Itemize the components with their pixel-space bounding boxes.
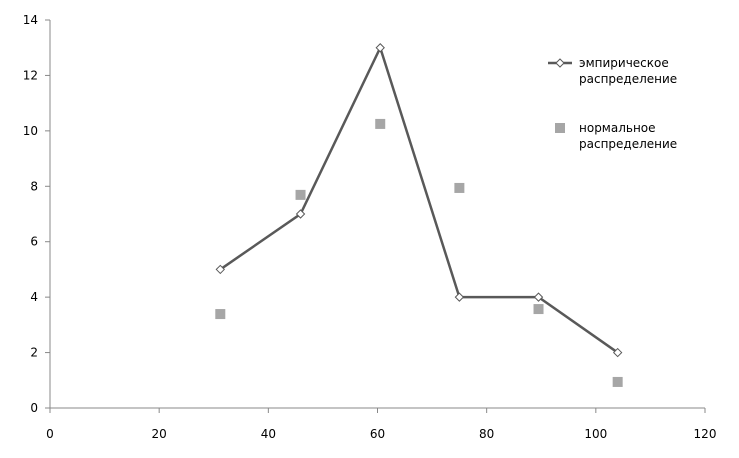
- diamond-marker: [533, 292, 544, 302]
- legend-label: нормальное распределение: [579, 121, 678, 151]
- diamond-marker: [454, 292, 465, 302]
- y-tick-label: 12: [23, 68, 38, 82]
- x-tick-label: 60: [370, 427, 385, 441]
- x-tick-label: 100: [584, 427, 607, 441]
- x-tick-label: 20: [152, 427, 167, 441]
- diamond-marker: [295, 209, 306, 219]
- square-marker: [454, 182, 465, 193]
- legend-label: эмпирическое распределение: [579, 56, 678, 86]
- square-marker: [375, 118, 386, 129]
- y-tick-label: 4: [30, 290, 38, 304]
- diamond-marker: [612, 347, 623, 358]
- y-tick-label: 0: [30, 401, 38, 415]
- legend-marker: [555, 123, 565, 133]
- square-marker: [612, 376, 623, 387]
- y-tick-label: 8: [30, 179, 38, 193]
- square-marker: [295, 189, 306, 200]
- x-tick-label: 120: [694, 427, 717, 441]
- y-tick-label: 10: [23, 124, 38, 138]
- series-line: [219, 44, 619, 354]
- square-marker: [533, 304, 544, 315]
- y-tick-label: 2: [30, 346, 38, 360]
- diamond-marker: [375, 43, 385, 53]
- legend-marker: [555, 58, 565, 68]
- y-tick-label: 14: [23, 13, 38, 27]
- square-marker: [215, 309, 226, 320]
- x-tick-label: 80: [479, 427, 494, 441]
- diamond-marker: [215, 264, 226, 275]
- y-tick-label: 6: [30, 235, 38, 249]
- x-tick-label: 0: [46, 427, 54, 441]
- x-tick-label: 40: [261, 427, 276, 441]
